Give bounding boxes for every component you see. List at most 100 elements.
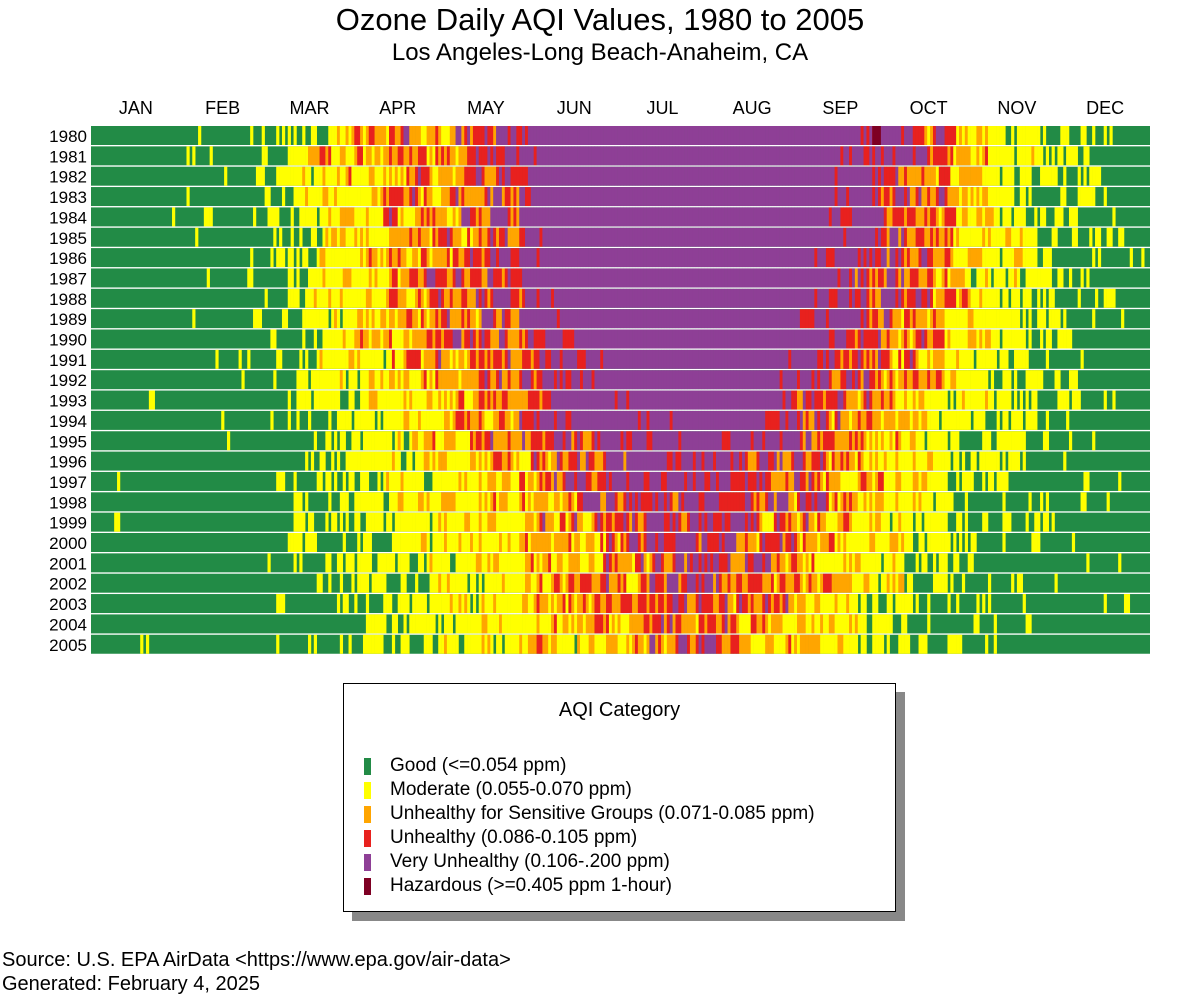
aqi-day-cell — [1068, 329, 1073, 349]
aqi-day-cell — [698, 492, 702, 512]
aqi-day-cell — [504, 349, 508, 369]
aqi-day-cell — [1080, 187, 1084, 207]
aqi-day-cell — [834, 166, 838, 186]
aqi-day-cell — [921, 390, 925, 410]
aqi-day-cell — [655, 288, 659, 308]
aqi-day-cell — [1074, 370, 1078, 390]
aqi-day-cell — [620, 492, 624, 512]
aqi-day-cell — [435, 410, 439, 430]
aqi-day-cell — [846, 126, 850, 145]
aqi-day-cell — [646, 187, 650, 207]
aqi-day-cell — [701, 370, 705, 390]
aqi-day-cell — [1005, 207, 1009, 227]
aqi-day-cell — [898, 370, 902, 390]
aqi-day-cell — [556, 390, 561, 410]
aqi-day-cell — [415, 390, 419, 410]
aqi-day-cell — [687, 390, 691, 410]
aqi-day-cell — [889, 146, 893, 166]
aqi-day-cell — [765, 471, 769, 491]
aqi-day-cell — [851, 288, 856, 308]
aqi-day-cell — [507, 471, 511, 491]
aqi-day-cell — [444, 370, 448, 390]
aqi-day-cell — [429, 146, 433, 166]
aqi-day-cell — [918, 207, 922, 227]
aqi-day-cell — [597, 309, 601, 329]
aqi-day-cell — [906, 207, 911, 227]
aqi-day-cell — [1068, 146, 1073, 166]
aqi-day-cell — [525, 207, 529, 227]
aqi-day-cell — [579, 248, 584, 268]
aqi-day-cell — [446, 431, 451, 451]
aqi-day-cell — [727, 471, 731, 491]
aqi-day-cell — [617, 471, 621, 491]
aqi-day-cell — [496, 146, 500, 166]
aqi-day-cell — [875, 207, 879, 227]
aqi-day-cell — [591, 370, 595, 390]
aqi-day-cell — [391, 126, 396, 145]
aqi-day-cell — [527, 370, 532, 390]
aqi-day-cell — [906, 248, 911, 268]
aqi-day-cell — [455, 227, 459, 247]
aqi-day-cell — [695, 451, 699, 471]
aqi-day-cell — [351, 451, 355, 471]
aqi-day-cell — [374, 492, 378, 512]
aqi-day-cell — [959, 268, 963, 288]
aqi-day-cell — [828, 146, 833, 166]
aqi-day-cell — [360, 187, 364, 207]
aqi-day-cell — [770, 451, 775, 471]
aqi-day-cell — [331, 146, 335, 166]
aqi-day-cell — [872, 248, 876, 268]
aqi-day-cell — [357, 431, 361, 451]
aqi-day-cell — [496, 390, 500, 410]
aqi-day-cell — [770, 268, 775, 288]
aqi-day-cell — [666, 431, 670, 451]
aqi-day-cell — [553, 288, 558, 308]
aqi-day-cell — [895, 227, 899, 247]
aqi-day-cell — [1089, 166, 1093, 186]
aqi-day-cell — [701, 146, 705, 166]
aqi-day-cell — [458, 370, 462, 390]
aqi-day-cell — [756, 329, 760, 349]
aqi-day-cell — [1019, 146, 1023, 166]
aqi-day-cell — [863, 492, 867, 512]
aqi-day-cell — [319, 288, 323, 308]
aqi-day-cell — [551, 349, 555, 369]
aqi-day-cell — [1141, 248, 1145, 268]
aqi-day-cell — [799, 309, 804, 329]
aqi-day-cell — [559, 227, 563, 247]
aqi-day-cell — [811, 288, 815, 308]
aqi-day-cell — [409, 431, 413, 451]
aqi-day-cell — [559, 451, 563, 471]
aqi-day-cell — [684, 329, 688, 349]
aqi-day-cell — [901, 492, 905, 512]
aqi-day-cell — [380, 288, 384, 308]
aqi-day-cell — [843, 146, 847, 166]
aqi-day-cell — [478, 451, 482, 471]
aqi-day-cell — [626, 166, 630, 186]
aqi-day-cell — [849, 451, 853, 471]
aqi-day-cell — [556, 126, 561, 145]
aqi-day-cell — [658, 451, 662, 471]
aqi-day-cell — [614, 492, 618, 512]
aqi-day-cell — [475, 512, 480, 532]
aqi-day-cell — [982, 471, 986, 491]
aqi-day-cell — [883, 207, 887, 227]
aqi-day-cell — [817, 431, 821, 451]
aqi-day-cell — [1014, 349, 1018, 369]
aqi-day-cell — [339, 431, 344, 451]
aqi-day-cell — [1025, 349, 1029, 369]
aqi-day-cell — [438, 329, 442, 349]
aqi-day-cell — [825, 187, 830, 207]
aqi-day-cell — [1034, 370, 1038, 390]
aqi-day-cell — [756, 471, 760, 491]
aqi-day-cell — [371, 146, 375, 166]
aqi-day-cell — [869, 370, 873, 390]
aqi-day-cell — [906, 471, 911, 491]
aqi-day-cell — [585, 512, 589, 532]
aqi-day-cell — [1042, 248, 1047, 268]
aqi-day-cell — [817, 309, 821, 329]
aqi-day-cell — [568, 349, 572, 369]
aqi-day-cell — [432, 187, 436, 207]
aqi-day-cell — [397, 309, 401, 329]
aqi-day-cell — [409, 349, 413, 369]
